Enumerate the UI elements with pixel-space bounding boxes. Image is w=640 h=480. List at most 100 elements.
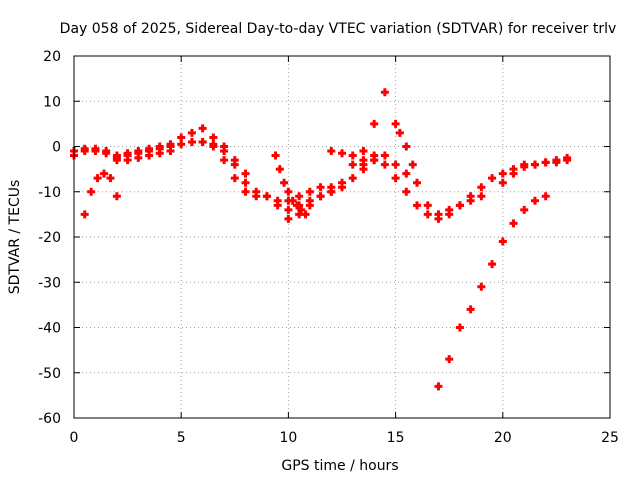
data-point — [359, 147, 368, 156]
data-point — [466, 196, 475, 205]
data-point — [100, 169, 109, 178]
data-point — [408, 160, 417, 169]
data-point — [93, 174, 102, 183]
data-point — [348, 174, 357, 183]
data-point — [155, 142, 164, 151]
data-point — [552, 156, 561, 165]
data-point — [391, 119, 400, 128]
y-tick-label: -60 — [38, 411, 61, 427]
series-arc-5 — [198, 137, 314, 223]
data-point — [338, 183, 346, 192]
data-point — [187, 128, 196, 137]
data-point — [80, 144, 89, 153]
series-arc-2 — [80, 169, 121, 219]
x-axis-label: GPS time / hours — [281, 458, 398, 474]
y-tick-label: -10 — [38, 185, 61, 201]
data-point — [295, 192, 304, 201]
data-point — [380, 88, 389, 97]
data-point — [530, 160, 539, 169]
data-point — [413, 201, 422, 210]
data-point — [477, 282, 486, 291]
data-point — [241, 169, 250, 178]
data-point — [271, 151, 280, 160]
data-point — [241, 178, 250, 187]
data-point — [509, 219, 518, 228]
data-point — [275, 165, 284, 174]
data-point — [370, 119, 379, 128]
data-point — [423, 201, 432, 210]
data-point — [155, 149, 164, 158]
data-point — [391, 160, 400, 169]
chart-title: Day 058 of 2025, Sidereal Day-to-day VTE… — [60, 21, 617, 37]
plot-frame — [73, 55, 611, 419]
data-point — [434, 382, 443, 391]
data-point — [273, 196, 282, 205]
data-point — [284, 196, 293, 205]
data-point — [455, 201, 464, 210]
data-point — [498, 178, 507, 187]
data-point — [220, 142, 229, 151]
data-point — [402, 142, 411, 151]
data-point — [166, 140, 175, 149]
x-tick-label: 10 — [279, 430, 297, 446]
data-point — [123, 149, 132, 158]
series-arc-13 — [434, 192, 550, 391]
data-point — [380, 151, 389, 160]
data-point — [434, 210, 443, 219]
data-point — [145, 144, 154, 153]
data-point — [112, 156, 121, 165]
data-point — [284, 214, 293, 223]
data-point — [498, 169, 507, 178]
y-tick-label: 0 — [52, 140, 61, 156]
data-point — [477, 192, 486, 201]
data-point — [520, 162, 529, 171]
data-point — [488, 260, 497, 269]
data-point — [106, 174, 115, 183]
data-point — [209, 133, 218, 142]
y-tick-label: 20 — [43, 49, 61, 65]
y-tick-label: -30 — [38, 275, 61, 291]
data-point — [305, 196, 314, 205]
data-point — [87, 187, 96, 196]
data-points — [70, 88, 572, 391]
data-point — [123, 156, 132, 165]
data-point — [327, 147, 336, 156]
data-point — [402, 169, 411, 178]
data-point — [530, 196, 539, 205]
data-point — [338, 149, 346, 158]
data-point — [209, 142, 218, 151]
series-arc-14 — [498, 153, 572, 187]
data-point — [327, 187, 336, 196]
x-tick-label: 20 — [494, 430, 512, 446]
data-point — [488, 174, 497, 183]
y-tick-label: 10 — [43, 94, 61, 110]
data-point — [280, 178, 289, 187]
series-arc-11 — [359, 156, 572, 223]
data-point — [348, 151, 357, 160]
data-point — [413, 178, 422, 187]
data-point — [187, 137, 196, 146]
data-point — [112, 192, 121, 201]
data-point — [241, 187, 250, 196]
data-point — [455, 323, 464, 332]
x-tick-label: 25 — [601, 430, 619, 446]
data-point — [297, 205, 306, 214]
data-point — [166, 147, 175, 156]
data-point — [509, 169, 518, 178]
data-point — [520, 205, 529, 214]
data-point — [466, 305, 475, 314]
data-point — [348, 160, 357, 169]
data-point — [198, 137, 207, 146]
series-arc-4 — [112, 147, 175, 165]
data-point — [316, 183, 325, 192]
data-point — [198, 124, 207, 133]
data-point — [134, 153, 143, 162]
data-point — [541, 158, 550, 167]
data-point — [445, 205, 454, 214]
data-point — [477, 183, 486, 192]
data-point — [391, 174, 400, 183]
data-point — [359, 160, 368, 169]
data-point — [445, 355, 454, 364]
data-point — [380, 160, 389, 169]
